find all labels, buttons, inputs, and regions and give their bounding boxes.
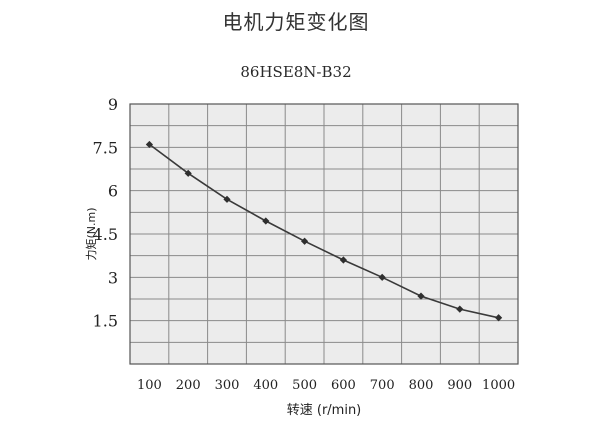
- series-line: [148, 143, 499, 319]
- data-point: [301, 237, 309, 245]
- x-axis-label: 转速 (r/min): [287, 403, 362, 418]
- y-tick-label: 6: [108, 182, 118, 201]
- y-tick-label: 3: [108, 268, 118, 287]
- data-point: [145, 140, 153, 149]
- x-tick-label: 700: [370, 378, 395, 393]
- data-point: [339, 256, 347, 264]
- x-tick-label: 500: [292, 378, 317, 393]
- x-tick-label: 800: [409, 378, 434, 393]
- y-tick-label: 7.5: [93, 138, 118, 157]
- y-tick-label: 4.5: [93, 225, 118, 244]
- x-tick-label: 300: [215, 378, 240, 393]
- data-point: [262, 217, 270, 225]
- x-tick-label: 900: [447, 378, 472, 393]
- x-tick-label: 200: [176, 378, 201, 393]
- data-point: [456, 305, 464, 313]
- chart-subtitle: 86HSE8N-B32: [240, 63, 352, 81]
- x-tick-label: 1000: [482, 378, 515, 393]
- x-tick-label: 600: [331, 378, 356, 393]
- chart-title: 电机力矩变化图: [222, 10, 370, 34]
- y-tick-label: 9: [108, 95, 118, 114]
- x-tick-label: 400: [253, 378, 278, 393]
- data-point: [495, 314, 503, 322]
- plot-frame: [129, 103, 519, 365]
- data-point: [378, 273, 386, 281]
- data-point: [417, 292, 425, 300]
- data-point: [184, 169, 192, 177]
- x-tick-label: 100: [137, 378, 162, 393]
- data-point: [223, 195, 231, 203]
- y-tick-label: 1.5: [93, 312, 118, 331]
- y-axis-label: 力矩(N.m): [85, 207, 98, 260]
